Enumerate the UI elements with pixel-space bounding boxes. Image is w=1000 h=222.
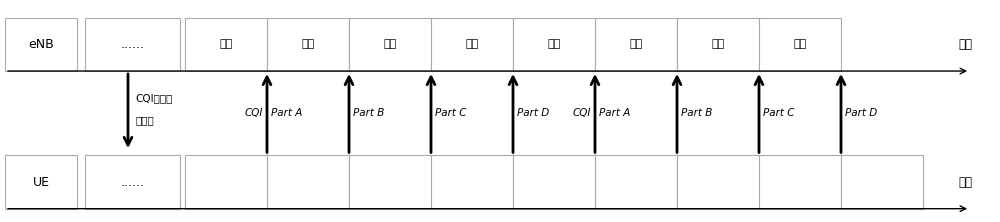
Bar — [185, 155, 267, 209]
Bar — [513, 18, 595, 71]
Text: 始时点: 始时点 — [135, 115, 154, 125]
Text: 检测: 检测 — [465, 39, 479, 50]
Text: ......: ...... — [120, 38, 144, 51]
Text: Part D: Part D — [845, 108, 877, 118]
Text: Part A: Part A — [271, 108, 302, 118]
Text: 检测: 检测 — [629, 39, 643, 50]
Text: CQI报告起: CQI报告起 — [135, 93, 172, 103]
Bar — [677, 155, 759, 209]
Bar — [841, 155, 923, 209]
Text: Part B: Part B — [353, 108, 384, 118]
Text: 检测: 检测 — [383, 39, 397, 50]
Text: ......: ...... — [120, 176, 144, 188]
Bar — [595, 155, 677, 209]
Bar — [85, 155, 180, 209]
Bar — [677, 18, 759, 71]
Text: Part C: Part C — [435, 108, 466, 118]
Bar — [5, 155, 77, 209]
Bar — [267, 18, 349, 71]
Text: CQI: CQI — [245, 108, 263, 118]
Bar — [5, 18, 77, 71]
Text: 检测: 检测 — [547, 39, 561, 50]
Bar — [595, 18, 677, 71]
Bar — [759, 155, 841, 209]
Bar — [349, 18, 431, 71]
Bar — [185, 18, 267, 71]
Text: Part B: Part B — [681, 108, 712, 118]
Text: 子帧: 子帧 — [958, 176, 972, 188]
Bar — [431, 18, 513, 71]
Text: Part D: Part D — [517, 108, 549, 118]
Text: 检测: 检测 — [793, 39, 807, 50]
Text: eNB: eNB — [28, 38, 54, 51]
Bar — [267, 155, 349, 209]
Bar — [759, 18, 841, 71]
Text: 检测: 检测 — [301, 39, 315, 50]
Bar — [349, 155, 431, 209]
Text: 子帧: 子帧 — [958, 38, 972, 51]
Text: UE: UE — [32, 176, 49, 188]
Bar — [431, 155, 513, 209]
Text: 检测: 检测 — [219, 39, 233, 50]
Bar — [85, 18, 180, 71]
Text: CQI: CQI — [573, 108, 591, 118]
Text: Part C: Part C — [763, 108, 794, 118]
Text: 检测: 检测 — [711, 39, 725, 50]
Text: Part A: Part A — [599, 108, 630, 118]
Bar — [513, 155, 595, 209]
